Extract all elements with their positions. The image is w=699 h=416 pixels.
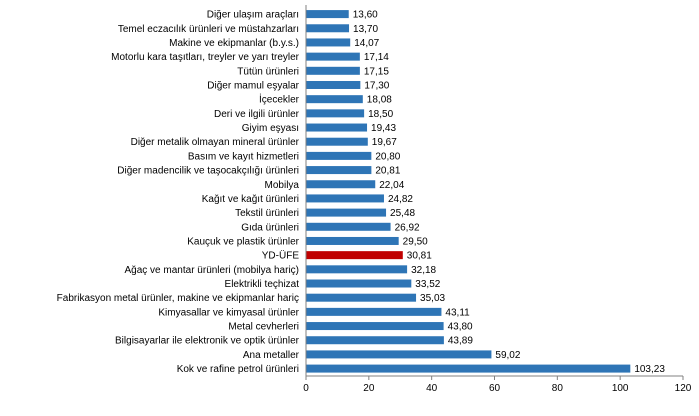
- category-label: Diğer ulaşım araçları: [207, 10, 299, 21]
- bar: [306, 222, 391, 231]
- bar: [306, 279, 412, 288]
- data-label: 26,92: [395, 222, 420, 233]
- bar: [306, 194, 384, 203]
- category-label: Diğer metalik olmayan mineral ürünler: [131, 137, 300, 148]
- bar: [306, 10, 349, 19]
- category-label: Kauçuk ve plastik ürünler: [187, 236, 299, 247]
- data-label: 18,08: [367, 95, 392, 106]
- x-tick-label: 100: [612, 383, 629, 394]
- category-label: Diğer madencilik ve taşocakçılığı ürünle…: [117, 166, 299, 177]
- data-label: 29,50: [403, 236, 428, 247]
- bar: [306, 80, 361, 89]
- bar: [306, 180, 376, 189]
- category-label: Ana metaller: [243, 350, 300, 361]
- bars: [306, 10, 631, 373]
- category-label: Kimyasallar ve kimyasal ürünler: [158, 307, 299, 318]
- data-label: 25,48: [390, 208, 415, 219]
- data-label: 17,14: [364, 52, 389, 63]
- data-label: 20,80: [375, 151, 400, 162]
- category-label: Gıda ürünleri: [241, 222, 299, 233]
- data-label: 22,04: [379, 180, 404, 191]
- data-label: 13,70: [353, 24, 378, 35]
- bar: [306, 236, 399, 245]
- bar: [306, 123, 368, 132]
- bar: [306, 336, 444, 345]
- category-label: Diğer mamul eşyalar: [207, 80, 299, 91]
- data-label: 17,30: [364, 80, 389, 91]
- data-label: 14,07: [354, 38, 379, 49]
- bar: [306, 66, 360, 75]
- data-label: 103,23: [634, 364, 665, 375]
- category-label: Tekstil ürünleri: [235, 208, 299, 219]
- data-label: 33,52: [415, 279, 440, 290]
- category-label: İçecekler: [259, 93, 300, 106]
- category-label: Metal cevherleri: [228, 322, 299, 333]
- bar: [306, 251, 403, 260]
- data-label: 17,15: [364, 66, 389, 77]
- bar: [306, 208, 387, 217]
- category-label: Bilgisayarlar ile elektronik ve optik ür…: [115, 336, 300, 347]
- bar: [306, 137, 368, 146]
- x-tick-label: 120: [675, 383, 692, 394]
- data-label: 43,11: [445, 307, 470, 318]
- bar: [306, 322, 444, 331]
- bar: [306, 151, 372, 160]
- category-label: Basım ve kayıt hizmetleri: [188, 151, 299, 162]
- data-label: 18,50: [368, 109, 393, 120]
- category-label: YD-ÜFE: [262, 250, 300, 262]
- bar: [306, 109, 365, 118]
- category-labels: Diğer ulaşım araçları Temel eczacılık ürü…: [57, 10, 300, 375]
- category-label: Kağıt ve kağıt ürünleri: [202, 194, 299, 205]
- x-tick-label: 80: [552, 383, 564, 394]
- x-axis: 0 20 40 60 80 100 120: [303, 5, 692, 394]
- data-label: 20,81: [375, 166, 400, 177]
- bar: [306, 307, 442, 316]
- x-tick-label: 40: [426, 383, 438, 394]
- data-label: 43,80: [448, 322, 473, 333]
- category-label: Makine ve ekipmanlar (b.y.s.): [169, 38, 299, 49]
- data-label: 35,03: [420, 293, 445, 304]
- bar: [306, 24, 350, 33]
- category-label: Ağaç ve mantar ürünleri (mobilya hariç): [124, 265, 299, 276]
- bar: [306, 166, 372, 175]
- data-label: 30,81: [407, 251, 432, 262]
- bar: [306, 364, 631, 373]
- data-label: 43,89: [448, 336, 473, 347]
- data-label: 19,43: [371, 123, 396, 134]
- data-label: 32,18: [411, 265, 436, 276]
- data-label: 24,82: [388, 194, 413, 205]
- bar: [306, 95, 363, 104]
- bar: [306, 350, 492, 359]
- data-label: 19,67: [372, 137, 397, 148]
- bar: [306, 265, 408, 274]
- bar: [306, 52, 360, 61]
- category-label: Mobilya: [265, 180, 300, 191]
- value-labels: 13,60 13,70 14,07 17,14 17,15 17,30 18,08 18,50…: [353, 10, 666, 375]
- category-label: Temel eczacılık ürünleri ve müstahzarlar…: [118, 24, 299, 35]
- category-label: Giyim eşyası: [242, 123, 299, 134]
- category-label: Tütün ürünleri: [237, 66, 299, 77]
- bar: [306, 38, 351, 47]
- x-tick-label: 0: [303, 383, 309, 394]
- category-label: Kok ve rafine petrol ürünleri: [177, 364, 299, 375]
- bar: [306, 293, 417, 302]
- x-tick-label: 60: [489, 383, 501, 394]
- category-label: Motorlu kara taşıtları, treyler ve yarı …: [111, 52, 300, 63]
- x-tick-label: 20: [363, 383, 375, 394]
- data-label: 13,60: [353, 10, 378, 21]
- category-label: Deri ve ilgili ürünler: [214, 109, 300, 120]
- data-label: 59,02: [495, 350, 520, 361]
- category-label: Elektrikli teçhizat: [225, 279, 300, 290]
- category-label: Fabrikasyon metal ürünler, makine ve eki…: [57, 293, 299, 304]
